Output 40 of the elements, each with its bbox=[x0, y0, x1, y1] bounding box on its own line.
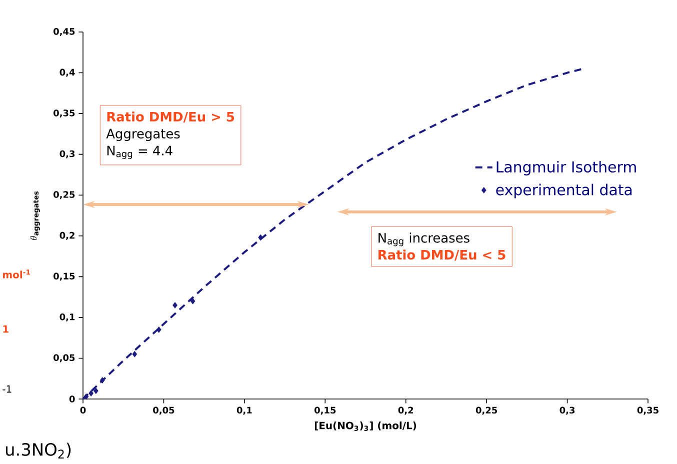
x-tick-label: 0,1 bbox=[236, 406, 252, 415]
y-tick-label: 0,25 bbox=[54, 191, 75, 200]
point bbox=[100, 377, 105, 384]
point bbox=[156, 326, 162, 333]
x-tick-label: 0,05 bbox=[153, 406, 174, 415]
annotation: Aggregates bbox=[106, 128, 180, 142]
x-axis-title: [Eu(NO$_{3}$)$_{3}$] (mol/L) bbox=[314, 422, 416, 431]
x-tick-label: 0,25 bbox=[476, 406, 498, 415]
y-tick-label: 0,1 bbox=[60, 313, 75, 322]
y-tick-label: 0,3 bbox=[60, 150, 75, 158]
point bbox=[84, 393, 89, 400]
y-tick-label: 0,15 bbox=[54, 272, 75, 281]
y-tick-label: 0,2 bbox=[60, 232, 74, 240]
legend-label: Langmuir Isotherm bbox=[496, 160, 636, 176]
y-tick-label: 0 bbox=[69, 396, 75, 402]
annotation: Ratio DMD/Eu > 5 bbox=[107, 112, 234, 123]
legend-label: experimental data bbox=[496, 184, 632, 198]
x-tick-label: 0,2 bbox=[398, 406, 414, 415]
text: u.3NO$_{2}$) bbox=[6, 442, 71, 458]
x-tick-label: 0,3 bbox=[560, 406, 575, 415]
point bbox=[88, 390, 94, 396]
text: -1 bbox=[2, 385, 12, 393]
point bbox=[190, 298, 196, 304]
point bbox=[93, 388, 98, 394]
text: mol$^{-1}$ bbox=[3, 270, 30, 278]
annotation: N$_{agg}$ increases bbox=[378, 232, 470, 246]
y-axis-title: $\theta_{\mathbf{aggregates}}$ bbox=[30, 191, 40, 240]
annotation: N$_{agg}$ = 4.4 bbox=[107, 146, 172, 159]
y-tick-label: 0,35 bbox=[54, 110, 75, 118]
point bbox=[132, 350, 138, 358]
y-tick-label: 0,45 bbox=[54, 28, 75, 36]
x-tick-label: 0,15 bbox=[314, 406, 336, 415]
text: 1 bbox=[3, 325, 8, 333]
point bbox=[172, 302, 178, 308]
y-tick-label: 0,05 bbox=[54, 354, 75, 362]
x-tick-label: 0,35 bbox=[637, 406, 658, 415]
y-tick-label: 0,4 bbox=[60, 68, 75, 77]
x-tick-label: 0 bbox=[80, 406, 86, 414]
annotation: Ratio DMD/Eu < 5 bbox=[378, 250, 506, 261]
point bbox=[258, 234, 264, 241]
